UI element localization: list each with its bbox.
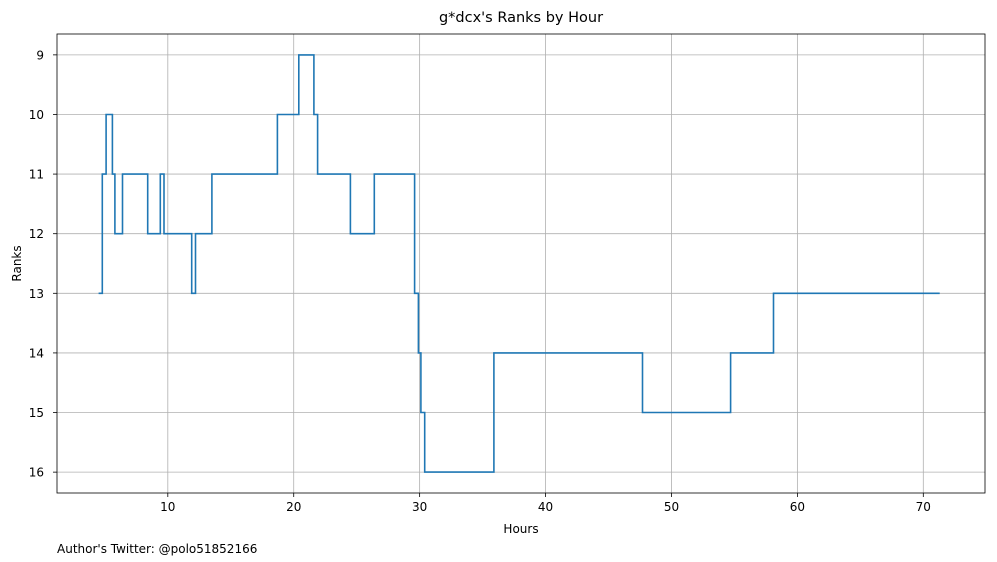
y-tick-label: 10 [29,108,44,122]
x-tick-label: 60 [790,500,805,514]
x-tick-label: 50 [664,500,679,514]
y-tick-label: 15 [29,406,44,420]
x-tick-label: 40 [538,500,553,514]
x-tick-label: 10 [160,500,175,514]
x-axis-label: Hours [503,522,538,536]
y-tick-label: 12 [29,227,44,241]
x-tick-label: 70 [916,500,931,514]
plot-frame [56,33,986,494]
y-tick-label: 14 [29,346,44,360]
x-tick-label: 30 [412,500,427,514]
y-tick-label: 11 [29,168,44,182]
author-twitter-text: Author's Twitter: @polo51852166 [57,542,257,556]
series-line [98,54,940,473]
y-tick-label: 16 [29,466,44,480]
y-tick-label: 13 [29,287,44,301]
y-axis-ticks: 9 10 11 12 13 14 15 16 [29,48,57,480]
y-tick-label: 9 [36,48,44,62]
x-axis-ticks: 10 20 30 40 50 60 70 [160,493,931,514]
x-tick-label: 20 [286,500,301,514]
y-axis-label: Ranks [10,245,24,281]
chart-title: g*dcx's Ranks by Hour [439,10,603,26]
